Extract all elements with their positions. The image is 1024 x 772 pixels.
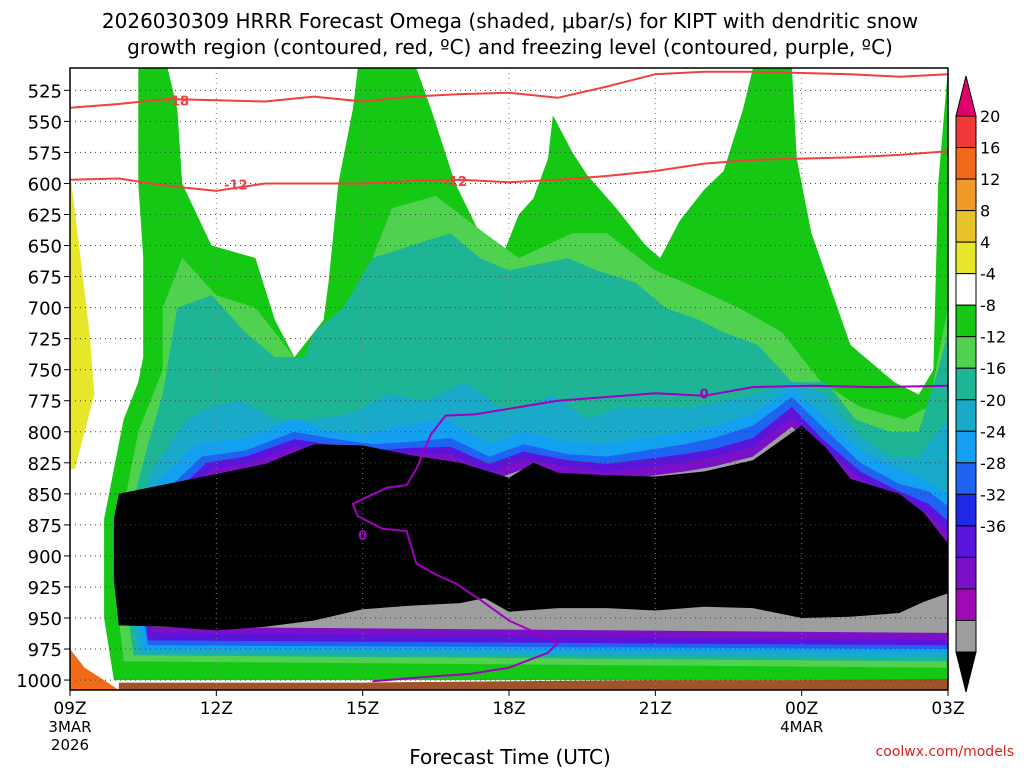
y-tick-label-19: 1000 [16, 671, 62, 692]
colorbar-box-4 [955, 210, 977, 243]
y-tick-label-14: 875 [28, 516, 62, 537]
colorbar-box-16 [955, 588, 977, 621]
y-tick-label-15: 900 [28, 547, 62, 568]
colorbar-box-1 [955, 115, 977, 149]
colorbar-box-14 [955, 525, 977, 558]
omega-region-11 [118, 678, 948, 690]
colorbar-label-10: -24 [980, 422, 1006, 441]
y-tick-label-3: 600 [28, 174, 62, 195]
omega-region-0 [70, 171, 95, 469]
chart-title-line2: growth region (contoured, red, ºC) and f… [127, 35, 893, 59]
y-tick-label-11: 800 [28, 423, 62, 444]
colorbar-box-2 [955, 147, 977, 180]
axes: 525 550 575 600 625 650 675 700 725 750 775 800 825 8… [16, 67, 965, 754]
plot-content: -18 -12 -12 0 0 [70, 68, 948, 690]
y-tick-label-17: 950 [28, 609, 62, 630]
colorbar-box-17 [955, 619, 977, 653]
colorbar-label-6: -8 [980, 296, 996, 315]
colorbar-label-5: -4 [980, 265, 996, 284]
y-tick-label-16: 925 [28, 578, 62, 599]
colorbar-bottom-triangle [955, 651, 977, 693]
colorbar-box-6 [955, 273, 977, 306]
dgz-bottom-contour [70, 150, 948, 192]
colorbar-box-13 [955, 493, 977, 527]
y-tick-label-5: 650 [28, 237, 62, 258]
contour-label-minus12-a: -12 [224, 179, 248, 194]
colorbar-label-11: -28 [980, 454, 1006, 473]
colorbar-box-12 [955, 462, 977, 495]
x-tick-sub-label-5: 4MAR [780, 718, 823, 736]
colorbar-label-9: -20 [980, 391, 1006, 410]
contour-label-minus18: -18 [166, 94, 190, 109]
x-tick-label-1: 12Z [200, 699, 233, 719]
y-tick-label-10: 775 [28, 392, 62, 413]
x-tick-label-4: 21Z [639, 699, 672, 719]
y-tick-label-13: 850 [28, 485, 62, 506]
contour-label-zero-a: 0 [358, 529, 367, 544]
colorbar-label-13: -36 [980, 517, 1006, 536]
y-tick-label-9: 750 [28, 361, 62, 382]
x-tick-year-label-0: 2026 [51, 736, 89, 754]
x-tick-label-3: 18Z [492, 699, 525, 719]
colorbar-box-15 [955, 556, 977, 590]
dgz-top-contour [70, 70, 948, 109]
colorbar-box-9 [955, 367, 977, 401]
chart-title-line1: 2026030309 HRRR Forecast Omega (shaded, … [102, 9, 918, 33]
x-axis-label: Forecast Time (UTC) [409, 745, 611, 768]
y-tick-label-12: 825 [28, 454, 62, 475]
plot-area: -18 -12 -12 0 0 [70, 68, 948, 690]
credit-text: coolwx.com/models [876, 744, 1014, 760]
colorbar-label-12: -32 [980, 485, 1006, 504]
colorbar-label-2: 12 [980, 170, 1000, 189]
x-tick-label-5: 00Z [785, 699, 818, 719]
contour-label-minus12-b: -12 [444, 175, 468, 190]
colorbar-label-7: -12 [980, 328, 1006, 347]
colorbar-label-8: -16 [980, 359, 1006, 378]
colorbar-label-1: 16 [980, 139, 1000, 158]
colorbar-box-7 [955, 304, 977, 338]
x-tick-label-6: 03Z [931, 699, 964, 719]
freezing-level-contour [351, 384, 948, 683]
y-tick-label-18: 975 [28, 640, 62, 661]
omega-region-12 [70, 649, 119, 690]
y-tick-label-2: 575 [28, 143, 62, 164]
contour-label-zero-b: 0 [700, 387, 709, 402]
colorbar-box-10 [955, 399, 977, 432]
y-tick-label-6: 675 [28, 268, 62, 289]
colorbar-box-8 [955, 336, 977, 369]
colorbar-box-11 [955, 430, 977, 464]
y-tick-label-1: 550 [28, 112, 62, 133]
y-tick-label-8: 725 [28, 330, 62, 351]
colorbar-label-4: 4 [980, 233, 990, 252]
y-tick-label-7: 700 [28, 299, 62, 320]
colorbar-box-5 [955, 241, 977, 275]
colorbar-label-3: 8 [980, 202, 990, 221]
y-tick-label-0: 525 [28, 81, 62, 102]
colorbar-box-3 [955, 178, 977, 212]
y-tick-label-4: 625 [28, 205, 62, 226]
x-tick-label-2: 15Z [346, 699, 379, 719]
x-tick-label-0: 09Z [53, 699, 86, 719]
omega-region-10 [113, 425, 948, 631]
x-tick-sub-label-0: 3MAR [48, 718, 91, 736]
colorbar: 20 16 12 8 4 -4 -8 -12 -16 -20 -24 -28 -32 -36 [955, 75, 1006, 693]
colorbar-label-0: 20 [980, 107, 1000, 126]
